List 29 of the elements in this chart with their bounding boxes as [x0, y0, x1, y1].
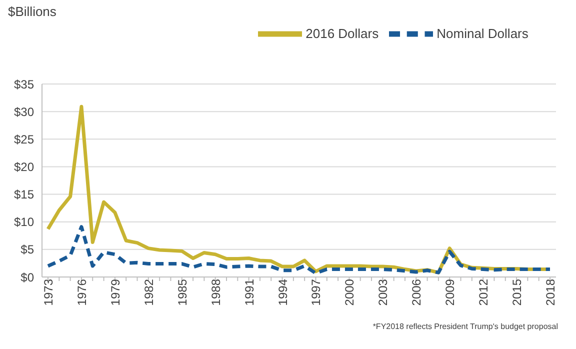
y-tick-label: $35	[14, 77, 34, 92]
x-tick-label: 2012	[476, 278, 491, 306]
y-tick-label: $20	[14, 160, 34, 174]
y-axis-title: $Billions	[8, 4, 56, 19]
x-tick-label: 2018	[544, 278, 558, 306]
line-series	[46, 225, 552, 275]
x-tick-label: 1988	[208, 278, 223, 306]
x-tick-label: 2009	[443, 278, 458, 306]
y-tick-label: $0	[20, 270, 34, 284]
x-tick-label: 1991	[242, 278, 256, 306]
legend-label: 2016 Dollars	[306, 26, 379, 42]
x-tick-label: 1982	[142, 278, 156, 306]
x-tick-label: 2015	[510, 278, 524, 306]
x-tick-label: 1997	[309, 278, 324, 306]
x-tick-label: 2000	[342, 278, 357, 306]
x-tick-label: 1976	[74, 278, 89, 306]
y-tick-label: $5	[20, 242, 34, 257]
x-tick-label: 2006	[410, 278, 424, 306]
x-tick-label: 1994	[276, 278, 290, 306]
y-tick-label: $10	[14, 215, 34, 230]
x-tick-label: 1979	[108, 278, 122, 306]
y-tick-label: $15	[14, 188, 34, 202]
x-tick-label: 1973	[42, 278, 56, 306]
legend-label: Nominal Dollars	[436, 26, 528, 42]
y-tick-label: $25	[14, 132, 34, 146]
x-tick-label: 2003	[376, 278, 390, 306]
y-tick-label: $30	[14, 104, 34, 119]
text: *FY2018 reflects President Trump's budget proposal	[372, 322, 558, 331]
x-tick-label: 1985	[175, 278, 190, 306]
